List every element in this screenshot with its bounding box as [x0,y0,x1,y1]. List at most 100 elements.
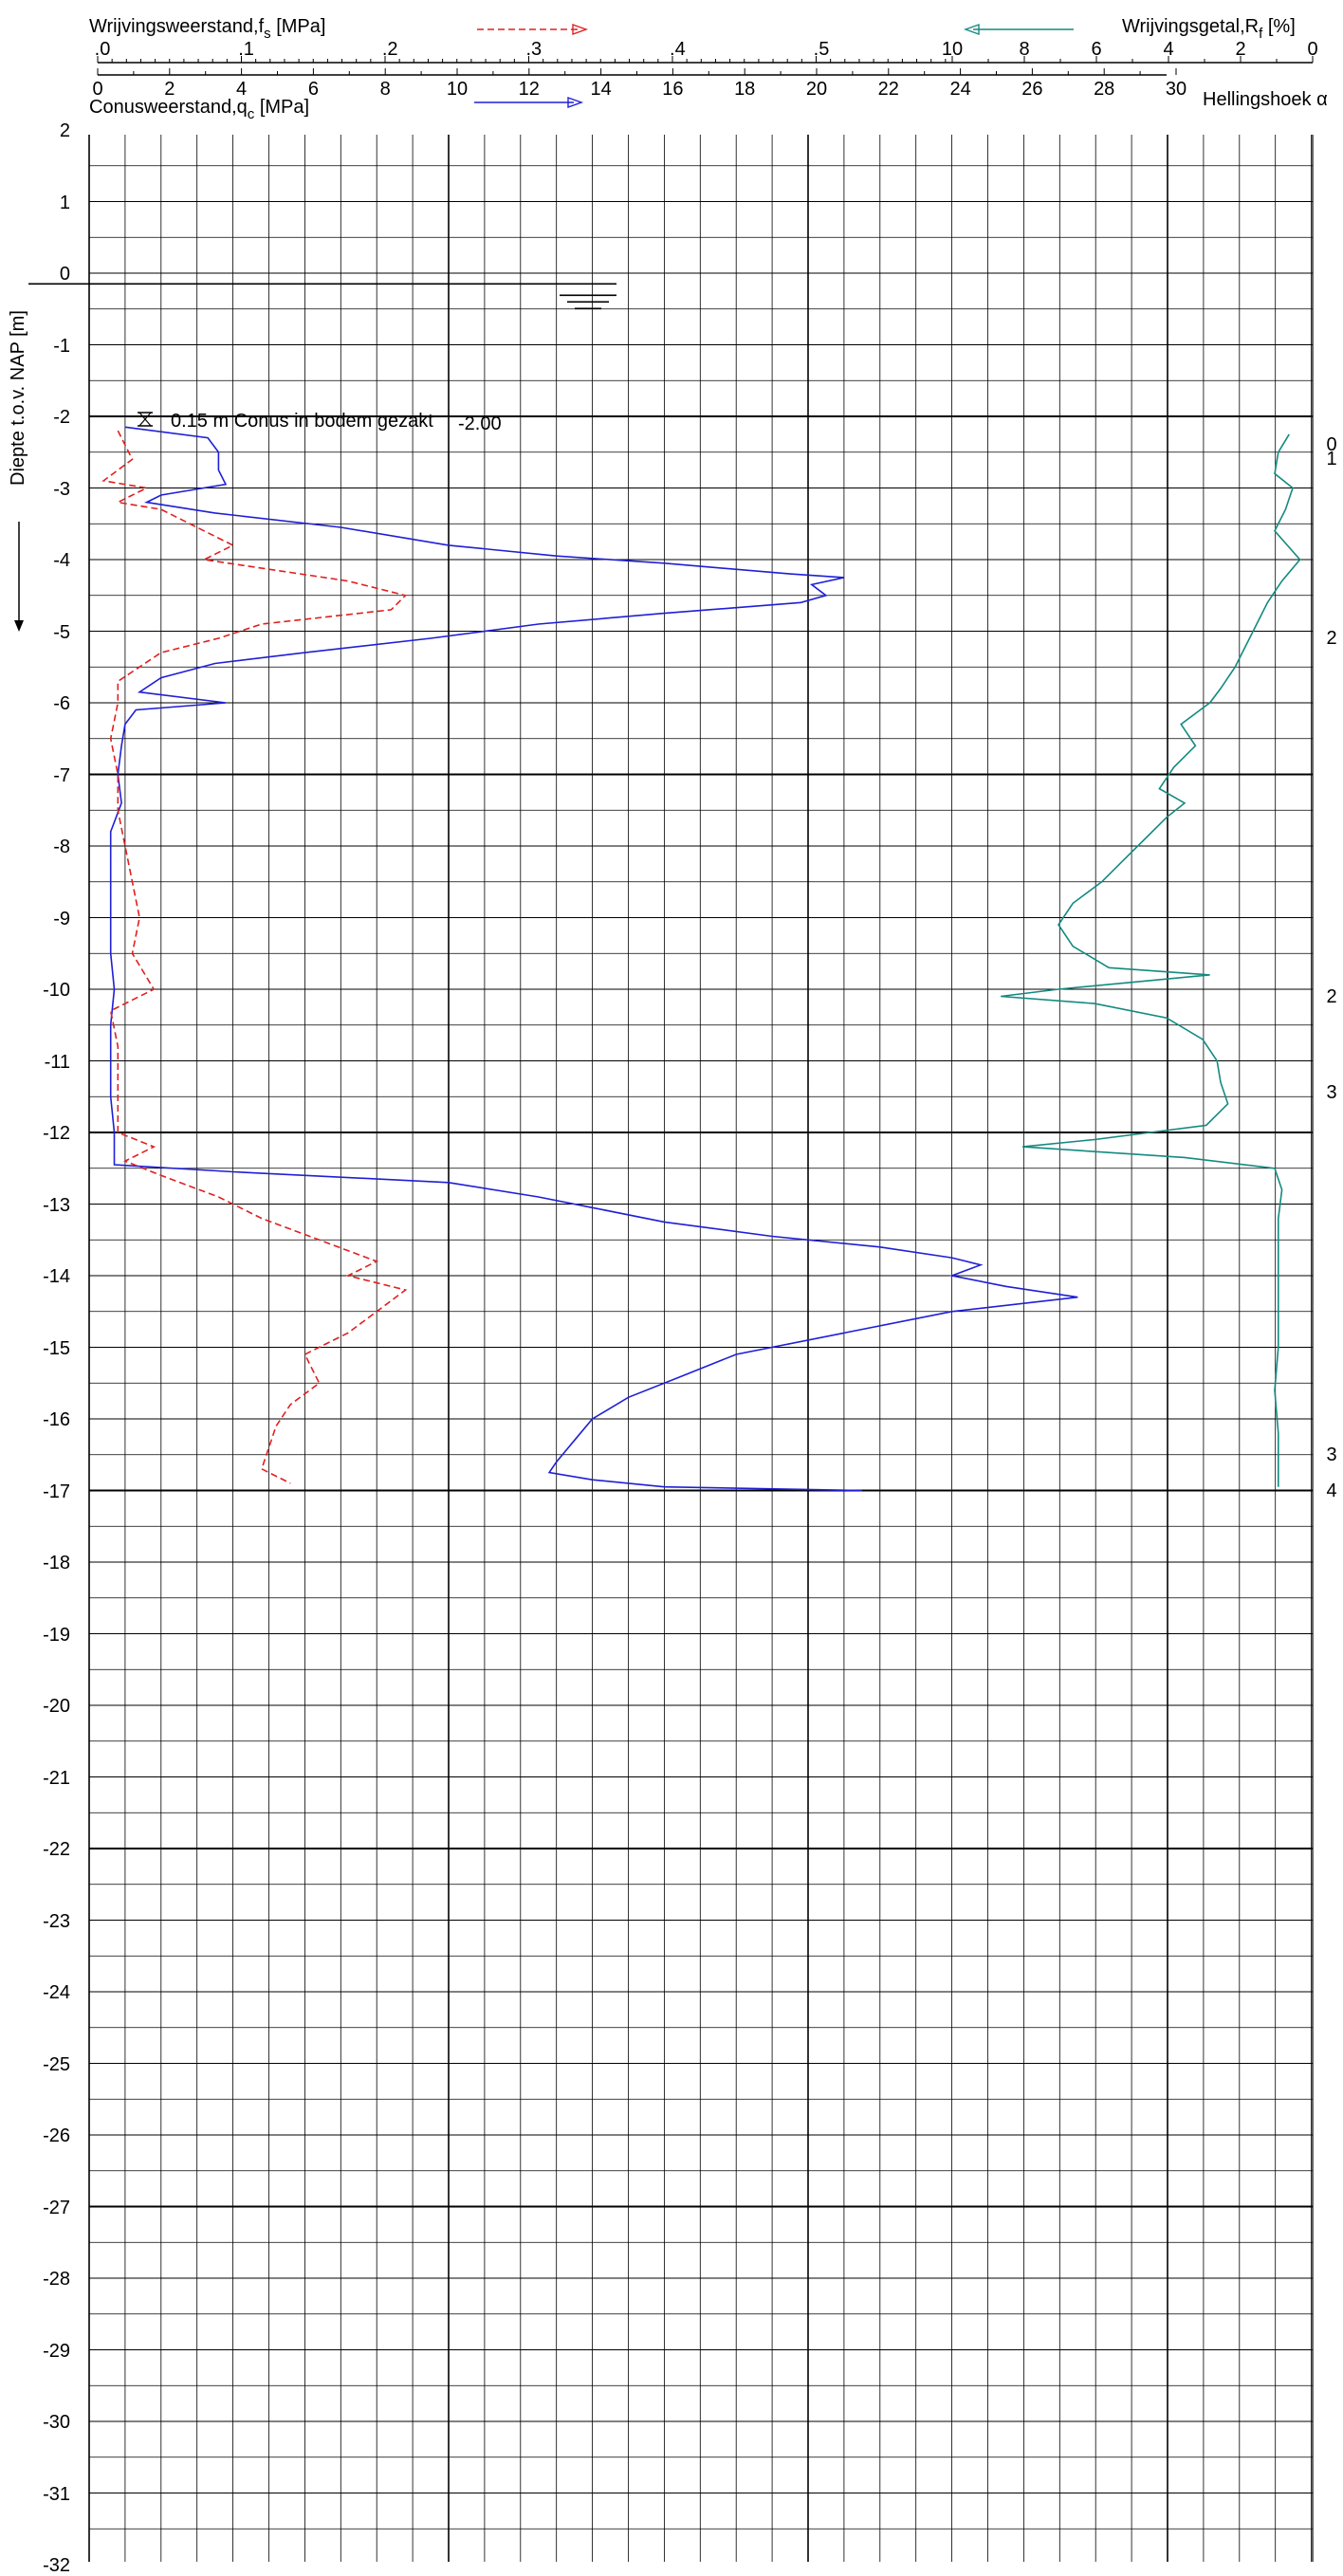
rf-tick-label: 10 [941,39,964,60]
rf-tick-label: 4 [1163,39,1174,60]
annotation-text: 0.15 m Conus in bodem gezakt [171,411,433,432]
fs-tick-label: .1 [238,39,254,60]
y-tick-label: -32 [43,2555,70,2576]
y-tick-label: -12 [43,1123,70,1144]
qc-axis-label: Conusweerstand,q [89,97,248,118]
y-tick-label: -25 [43,2053,70,2075]
series-line [109,426,1078,1492]
angle-marker-label: 3 [1326,1444,1337,1465]
fs-tick-label: .2 [381,39,398,60]
fs-tick-label: .0 [94,39,111,60]
qc-tick-label: 0 [92,79,103,100]
qc-tick-label: 30 [1165,79,1187,100]
rf-axis-unit: [%] [1262,16,1296,37]
grid [28,135,1314,2562]
groundwater-symbol [560,294,616,310]
y-tick-label: -23 [43,1910,70,1932]
y-tick-label: -24 [43,1982,70,2003]
rf-axis-label: Wrijvingsgetal,R [1122,16,1260,37]
fs-axis-subscript: s [264,26,271,42]
rf-tick-label: 8 [1019,39,1030,60]
y-tick-label: -14 [43,1266,70,1287]
axis-lines [97,56,1314,76]
angle-axis-label: Hellingshoek α [1203,89,1328,110]
y-tick-label: -6 [53,693,70,714]
y-tick-label: -7 [53,764,70,786]
y-tick-label: -22 [43,1839,70,1860]
qc-tick-label: 24 [949,79,971,100]
qc-legend-arrowhead [567,97,584,108]
qc-tick-label: 22 [877,79,899,100]
y-axis-label: Diepte t.o.v. NAP [m] [8,310,28,486]
qc-tick-label: 12 [518,79,540,100]
qc-tick-label: 4 [236,79,248,100]
angle-marker-label: 2 [1326,628,1337,650]
y-tick-label: -9 [53,908,70,929]
fs-legend-arrowhead [572,24,589,35]
annotation-value: -2.00 [458,414,502,434]
fs-tick-label: .4 [670,39,686,60]
qc-tick-label: 10 [446,79,469,100]
qc-axis-unit: [MPa] [254,97,310,118]
y-tick-label: -30 [43,2412,70,2433]
y-tick-label: -11 [44,1051,70,1073]
angle-marker-label: 3 [1326,1082,1337,1104]
legend-arrows [474,24,1074,108]
qc-tick-label: 18 [734,79,756,100]
rf-legend-arrowhead [963,24,980,35]
y-tick-label: -1 [53,335,70,357]
fs-tick-label: .5 [813,39,830,60]
angle-marker-label: 4 [1326,1480,1337,1501]
y-tick-label: -10 [43,980,70,1001]
qc-tick-label: 14 [590,79,612,100]
y-tick-label: -29 [43,2340,70,2362]
qc-tick-label: 28 [1094,79,1115,100]
y-tick-label: -21 [43,1767,70,1789]
angle-marker-label: 0 [1326,434,1337,456]
rf-tick-label: 0 [1307,39,1318,60]
y-tick-label: -18 [43,1553,70,1573]
data-curves [101,412,1301,1492]
series-line [1001,433,1301,1487]
y-tick-label: -8 [53,837,70,857]
y-tick-label: 2 [59,120,70,141]
fs-tick-label: .3 [525,39,543,60]
y-tick-label: -5 [53,621,70,643]
angle-marker-label: 2 [1326,985,1337,1007]
y-tick-label: -4 [53,550,70,571]
rf-tick-label: 6 [1091,39,1102,60]
fs-axis-unit: [MPa] [270,16,326,37]
y-tick-label: -2 [53,407,70,428]
fs-axis-title: Wrijvingsweerstand,fs [MPa] [89,16,326,41]
rf-tick-label: 2 [1235,39,1246,60]
y-tick-label: -19 [43,1624,70,1646]
y-tick-label: -13 [43,1194,70,1216]
qc-tick-label: 20 [805,79,828,100]
depth-arrow [14,522,24,632]
qc-tick-label: 16 [662,79,684,100]
y-tick-label: -31 [43,2483,70,2505]
annotation-marker [138,412,152,427]
y-tick-label: -3 [53,478,70,500]
y-tick-label: -16 [43,1409,70,1430]
y-tick-label: -15 [43,1337,70,1359]
rf-axis-title: Wrijvingsgetal,Rf [%] [1122,16,1296,41]
qc-tick-label: 26 [1021,79,1043,100]
y-tick-label: -27 [43,2197,70,2218]
rf-axis-subscript: f [1259,26,1263,42]
y-tick-label: 0 [59,264,70,285]
qc-axis-subscript: c [247,106,255,122]
y-tick-label: 1 [59,192,70,213]
qc-tick-label: 6 [307,79,319,100]
series-line [101,430,408,1484]
angle-marker-label: 1 [1326,449,1337,470]
fs-axis-label: Wrijvingsweerstand,f [89,16,265,37]
qc-tick-label: 2 [164,79,175,100]
y-tick-label: -17 [43,1481,70,1502]
y-tick-label: -26 [43,2125,70,2146]
y-tick-label: -20 [43,1696,70,1717]
qc-axis-title: Conusweerstand,qc [MPa] [89,97,310,121]
qc-tick-label: 8 [379,79,391,100]
y-tick-label: -28 [43,2269,70,2290]
